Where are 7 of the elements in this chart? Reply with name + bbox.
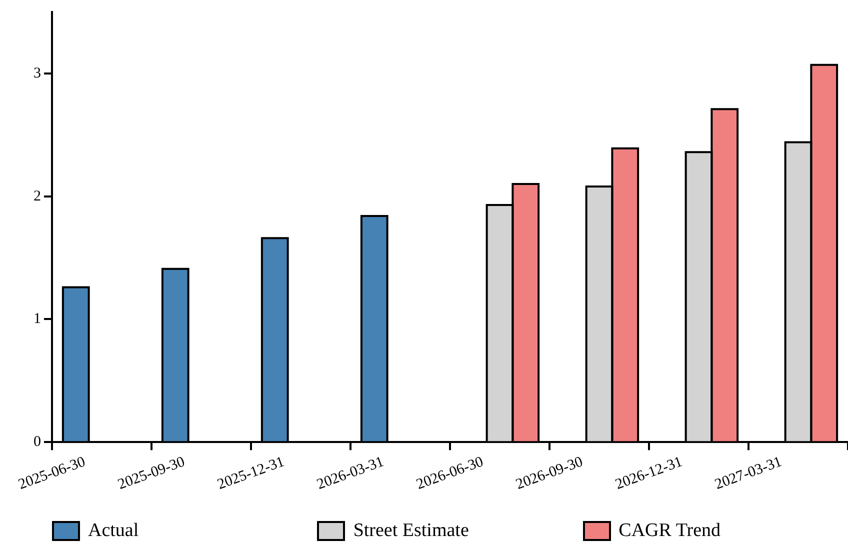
y-tick-label: 2 <box>34 188 41 204</box>
y-tick-label: 1 <box>34 311 41 328</box>
legend-label: Actual <box>88 520 139 542</box>
legend-label: CAGR Trend <box>618 520 721 542</box>
legend-label: Street Estimate <box>353 520 469 542</box>
y-tick-label: 0 <box>34 434 41 450</box>
y-tick-label: 3 <box>34 65 41 82</box>
